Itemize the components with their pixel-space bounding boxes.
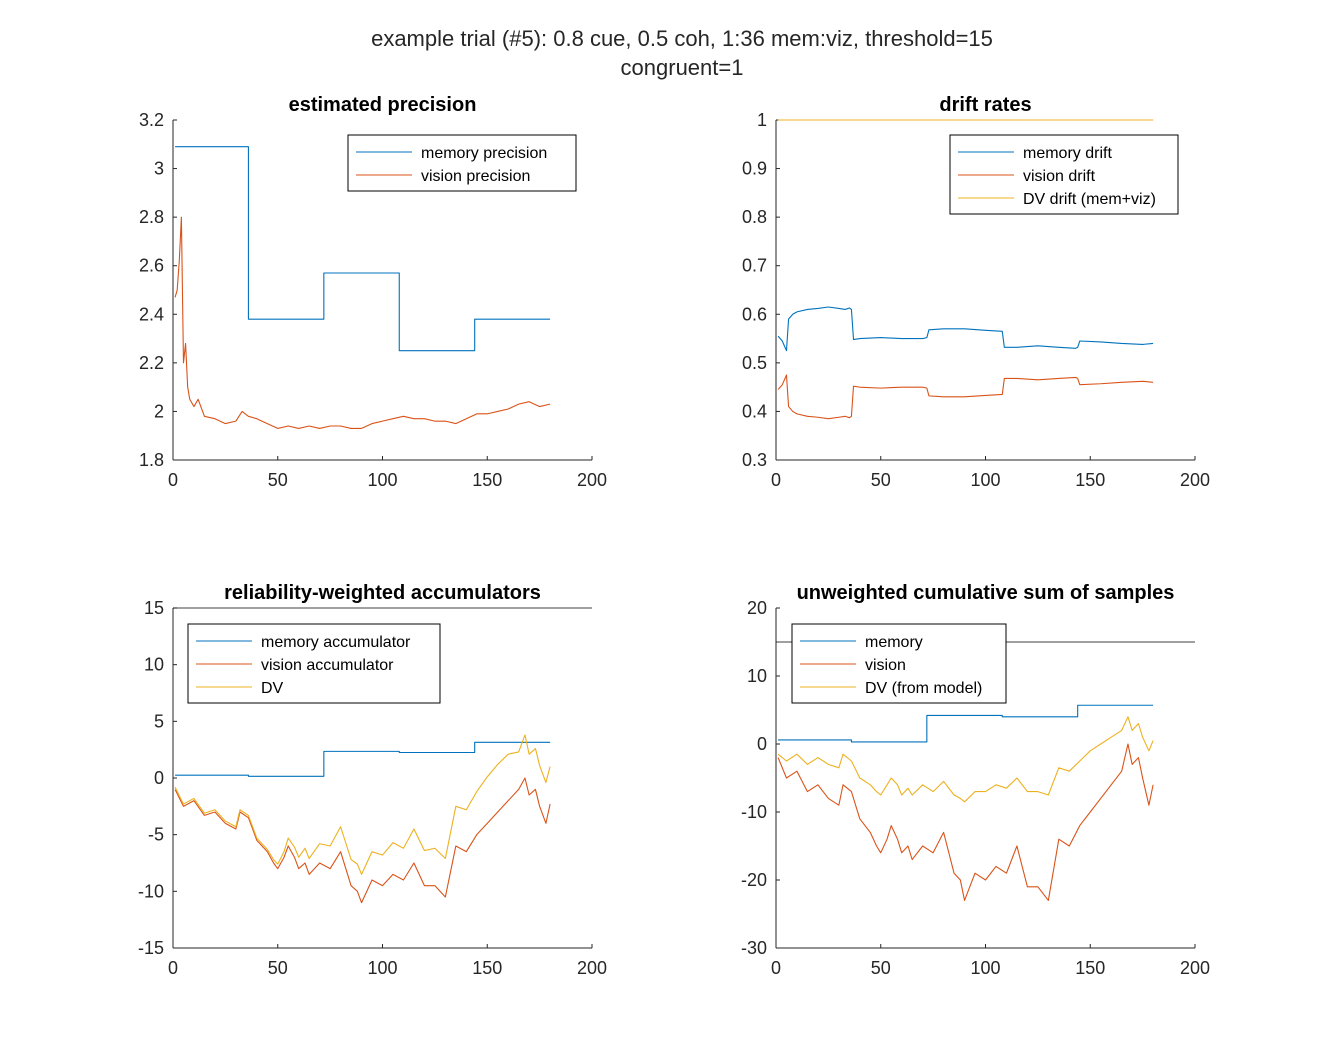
y-tick-label: 5	[154, 711, 164, 731]
y-tick-label: -10	[741, 802, 767, 822]
y-tick-label: 2.2	[139, 353, 164, 373]
subplot-3: 0 50 100 150 200 -15 -10 -5 0 5 10 15 reliability-we…	[138, 582, 607, 978]
x-tick-label: 0	[168, 470, 178, 490]
x-tick-label: 100	[970, 470, 1000, 490]
y-tick-label: 0.3	[742, 450, 767, 470]
x-tick-label: 150	[1075, 470, 1105, 490]
y-tick-label: -10	[138, 881, 164, 901]
x-tick-label: 100	[367, 958, 397, 978]
x-tick-label: 0	[771, 470, 781, 490]
legend: memory accumulator vision accumulator DV	[187, 623, 441, 704]
legend-box	[347, 134, 577, 192]
legend-label: vision drift	[1023, 168, 1096, 185]
y-tick-label: 15	[144, 598, 164, 618]
y-tick-label: 2.6	[139, 256, 164, 276]
legend-label: vision precision	[421, 168, 530, 185]
legend-label: DV	[261, 680, 284, 697]
y-tick-label: -20	[741, 870, 767, 890]
legend-label: memory precision	[421, 145, 547, 162]
series-line-3	[777, 716, 1154, 803]
y-tick-label: -15	[138, 938, 164, 958]
x-tick-label: 50	[871, 470, 891, 490]
y-tick-label: 2.8	[139, 207, 164, 227]
x-tick-label: 150	[1075, 958, 1105, 978]
x-tick-label: 150	[472, 470, 502, 490]
y-tick-label: -5	[148, 825, 164, 845]
y-tick-label: 1.8	[139, 450, 164, 470]
series-line-1	[175, 741, 551, 777]
subplot-2: 0 50 100 150 200 0.3 0.4 0.5 0.6 0.7 0.8 0.9 1 drift …	[742, 94, 1210, 490]
legend-label: vision	[865, 657, 906, 674]
y-tick-label: 3.2	[139, 110, 164, 130]
legend-label: memory accumulator	[261, 634, 411, 651]
legend: memory precision vision precision	[347, 134, 577, 192]
y-tick-label: 2	[154, 401, 164, 421]
plots-container: 0 50 100 150 2001.822.22.42.62.833.2estimate…	[138, 94, 1210, 978]
y-tick-label: 20	[747, 598, 767, 618]
x-tick-label: 200	[577, 470, 607, 490]
legend-label: DV drift (mem+viz)	[1023, 191, 1156, 208]
y-tick-label: 0.5	[742, 353, 767, 373]
x-tick-label: 200	[577, 958, 607, 978]
x-tick-label: 200	[1180, 470, 1210, 490]
x-tick-label: 50	[268, 958, 288, 978]
y-tick-label: 0.8	[742, 207, 767, 227]
legend-label: DV (from model)	[865, 680, 982, 697]
y-tick-label: 0	[757, 734, 767, 754]
y-tick-label: 3	[154, 159, 164, 179]
series-line-2	[174, 777, 551, 904]
legend-label: memory	[865, 634, 923, 651]
series-line-2	[777, 743, 1154, 901]
figure-suptitle-line1: example trial (#5): 0.8 cue, 0.5 coh, 1:…	[371, 26, 993, 51]
legend: memory vision DV (from model)	[791, 623, 1007, 704]
x-tick-label: 0	[168, 958, 178, 978]
legend-label: vision accumulator	[261, 657, 394, 674]
x-tick-label: 150	[472, 958, 502, 978]
y-tick-label: 0.9	[742, 159, 767, 179]
y-tick-label: 2.4	[139, 304, 164, 324]
y-tick-label: 10	[747, 666, 767, 686]
subplot-title: estimated precision	[289, 94, 477, 116]
x-tick-label: 100	[367, 470, 397, 490]
subplot-1: 0 50 100 150 200 1.8 2 2.2 2.4 2.6 2.8 3 3.2 estimate…	[139, 94, 607, 490]
y-tick-label: 0.4	[742, 401, 767, 421]
legend: memory drift vision drift DV drift (mem+vi…	[949, 134, 1179, 215]
y-tick-label: 10	[144, 655, 164, 675]
x-tick-label: 50	[268, 470, 288, 490]
series-line-2	[777, 374, 1154, 420]
subplot-title: reliability-weighted accumulators	[224, 582, 541, 604]
y-tick-label: -30	[741, 938, 767, 958]
x-tick-label: 0	[771, 958, 781, 978]
x-tick-label: 100	[970, 958, 1000, 978]
legend-label: memory drift	[1023, 145, 1112, 162]
y-tick-label: 0.6	[742, 304, 767, 324]
x-tick-label: 50	[871, 958, 891, 978]
series-line-3	[174, 734, 551, 875]
subplot-4: 0 50 100 150 200 -30 -20 -10 0 10 20 unweighted cum…	[741, 582, 1210, 978]
x-tick-label: 200	[1180, 958, 1210, 978]
series-line-2	[174, 216, 551, 429]
series-line-1	[777, 306, 1154, 352]
series-line-1	[778, 704, 1154, 743]
figure-suptitle-line2: congruent=1	[621, 55, 744, 80]
y-tick-label: 0.7	[742, 256, 767, 276]
subplot-title: unweighted cumulative sum of samples	[797, 582, 1175, 604]
subplot-title: drift rates	[939, 94, 1031, 116]
y-tick-label: 0	[154, 768, 164, 788]
y-tick-label: 1	[757, 110, 767, 130]
series-line-1	[175, 146, 551, 352]
